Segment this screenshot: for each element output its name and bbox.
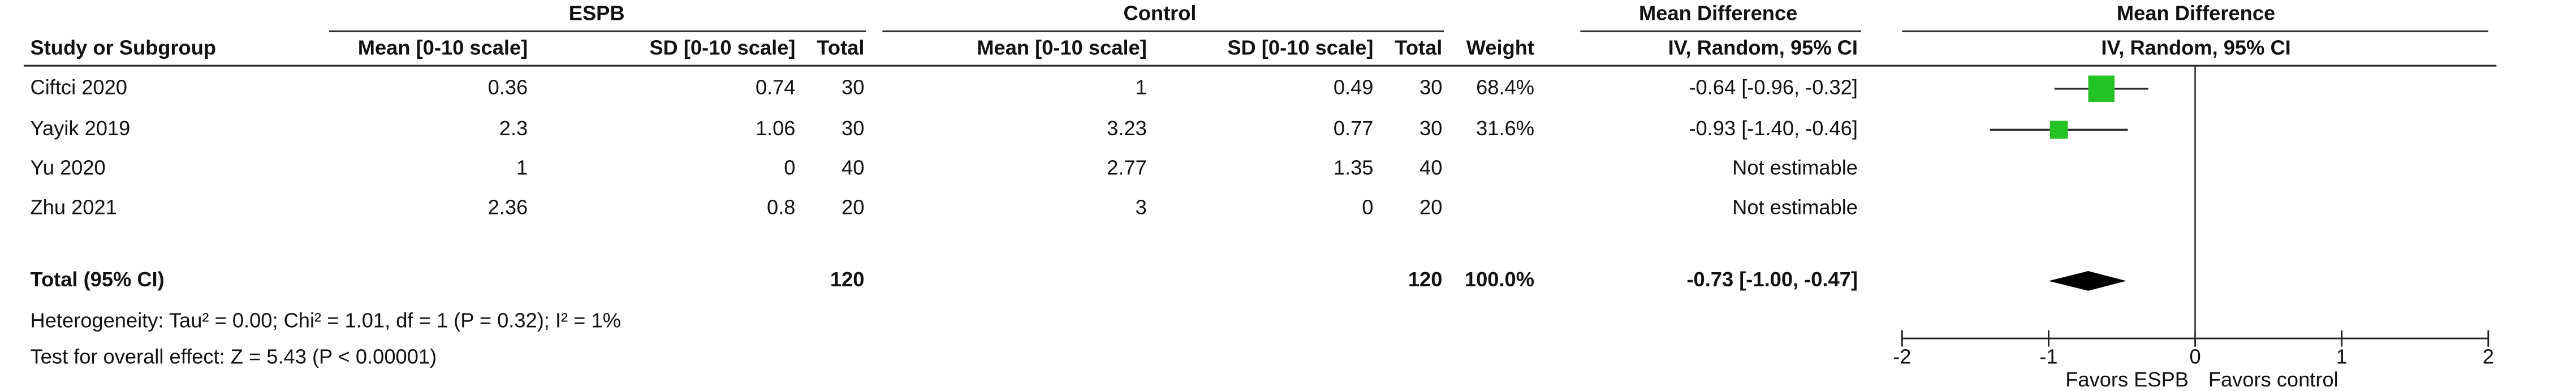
table-cell: 0.77 — [1334, 117, 1374, 140]
table-cell: 0.8 — [767, 195, 795, 218]
table-cell: 30 — [1419, 117, 1442, 140]
column-header: Total — [817, 36, 864, 59]
table-cell: 2.77 — [1107, 156, 1147, 179]
table-cell: 1.35 — [1334, 156, 1374, 179]
heterogeneity: Heterogeneity: Tau² = 0.00; Chi² = 1.01,… — [31, 309, 621, 332]
column-header: Study or Subgroup — [31, 36, 217, 59]
table-cell: 40 — [1419, 156, 1442, 179]
column-header: SD [0-10 scale] — [1227, 36, 1373, 59]
table-cell: 20 — [1419, 195, 1442, 218]
table-cell: 30 — [842, 75, 864, 98]
table-cell: 30 — [1419, 75, 1442, 98]
total-cell: 120 — [830, 268, 865, 291]
column-header: Mean [0-10 scale] — [358, 36, 528, 59]
column-header: IV, Random, 95% CI — [1668, 36, 1858, 59]
total-cell: 100.0% — [1465, 268, 1534, 291]
table-cell: 3 — [1136, 195, 1147, 218]
table-cell: 0.36 — [488, 75, 528, 98]
table-cell: -0.93 [-1.40, -0.46] — [1689, 117, 1858, 140]
effect-square — [2049, 121, 2068, 139]
group-header: ESPB — [569, 2, 625, 25]
effect-square — [2088, 75, 2115, 102]
total-cell: 120 — [1408, 268, 1443, 291]
table-cell: 0 — [1362, 195, 1373, 218]
group-header: Mean Difference — [2117, 2, 2275, 25]
group-header: Control — [1124, 2, 1197, 25]
x-tick-label: 0 — [2190, 345, 2201, 368]
total-cell: -0.73 [-1.00, -0.47] — [1686, 268, 1858, 291]
table-cell: 1.06 — [756, 117, 796, 140]
summary-diamond — [2048, 271, 2126, 291]
x-tick-label: 2 — [2483, 345, 2494, 368]
table-cell: 2.3 — [499, 117, 528, 140]
table-cell: 30 — [842, 117, 864, 140]
table-cell: -0.64 [-0.96, -0.32] — [1689, 75, 1858, 98]
x-tick-label: 1 — [2336, 345, 2348, 368]
table-cell: 40 — [842, 156, 864, 179]
table-cell: Ciftci 2020 — [31, 75, 127, 98]
table-cell: 20 — [842, 195, 864, 218]
table-cell: 1 — [1136, 75, 1147, 98]
x-tick-label: -2 — [1893, 345, 1911, 368]
table-cell: 0.74 — [756, 75, 796, 98]
table-cell: 68.4% — [1476, 75, 1534, 98]
table-cell: 1 — [516, 156, 528, 179]
table-cell: Not estimable — [1732, 156, 1858, 179]
x-tick-label: -1 — [2039, 345, 2057, 368]
table-cell: 0 — [784, 156, 795, 179]
table-cell: Yu 2020 — [31, 156, 106, 179]
table-cell: 31.6% — [1476, 117, 1534, 140]
overall-effect: Test for overall effect: Z = 5.43 (P < 0… — [31, 345, 437, 368]
table-cell: 0.49 — [1334, 75, 1374, 98]
group-header: Mean Difference — [1639, 2, 1797, 25]
column-header: Weight — [1466, 36, 1534, 59]
table-cell: Zhu 2021 — [31, 195, 117, 218]
column-header: IV, Random, 95% CI — [2101, 36, 2290, 59]
x-left-label: Favors ESPB — [2065, 368, 2189, 391]
table-cell: 2.36 — [488, 195, 528, 218]
x-right-label: Favors control — [2208, 368, 2338, 391]
column-header: Mean [0-10 scale] — [977, 36, 1146, 59]
total-cell: Total (95% CI) — [31, 268, 165, 291]
table-cell: Yayik 2019 — [31, 117, 131, 140]
table-cell: 3.23 — [1107, 117, 1147, 140]
table-cell: Not estimable — [1732, 195, 1858, 218]
column-header: SD [0-10 scale] — [649, 36, 795, 59]
column-header: Total — [1395, 36, 1442, 59]
